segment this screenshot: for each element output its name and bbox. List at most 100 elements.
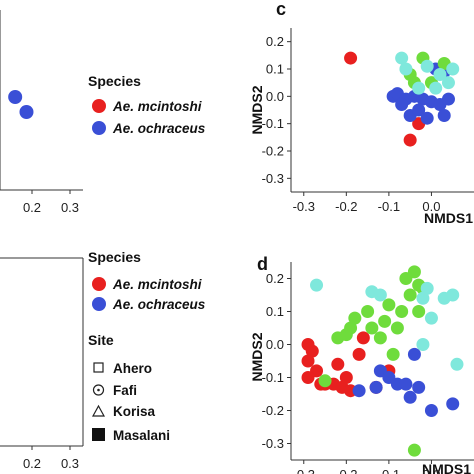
site-fafi-dot-icon — [97, 388, 100, 392]
data-point — [403, 390, 417, 404]
data-point — [382, 298, 396, 312]
data-point — [378, 314, 392, 328]
panel-d-ylabel: NMDS2 — [249, 332, 265, 381]
data-point — [420, 111, 434, 125]
y-tick-label: -0.2 — [262, 403, 284, 418]
data-point — [420, 59, 434, 73]
data-point — [318, 374, 332, 388]
x-tick-label: -0.3 — [293, 467, 315, 474]
x-tick-label: 0.0 — [422, 467, 440, 474]
legend-site-korisa: Korisa — [113, 404, 156, 419]
data-point — [407, 347, 421, 361]
data-point — [373, 331, 387, 345]
data-point — [301, 354, 315, 368]
data-point — [412, 305, 426, 318]
panel-d: d NMDS2 NMDS1 -0.3 -0.2 -0.1 0.0 0.2 0.1 0.0 -0… — [249, 254, 474, 474]
data-point — [386, 347, 400, 361]
data-point — [301, 371, 315, 384]
data-point — [339, 371, 353, 384]
data-point — [344, 51, 358, 65]
legend-top-item-mcintoshi: Ae. mcintoshi — [112, 99, 202, 114]
x-tick-label: -0.3 — [293, 199, 315, 214]
data-point — [352, 384, 366, 398]
x-tick-label: -0.2 — [335, 199, 357, 214]
y-tick-label: -0.1 — [262, 370, 284, 385]
panel-a: 0.2 0.3 — [0, 10, 83, 215]
data-point — [390, 321, 404, 335]
data-point — [356, 331, 370, 345]
legend-bottom-swatch-mcintoshi — [92, 277, 106, 291]
data-point — [429, 81, 443, 95]
panel-c-label: c — [276, 0, 286, 19]
data-point — [424, 404, 438, 417]
data-point — [446, 288, 460, 302]
data-point — [310, 278, 324, 292]
panel-c-ylabel: NMDS2 — [249, 85, 265, 134]
data-point — [305, 344, 319, 358]
legend-top-swatch-mcintoshi — [92, 99, 106, 113]
data-point — [399, 377, 413, 391]
legend-bottom-species-title: Species — [88, 249, 141, 265]
data-point — [19, 105, 34, 119]
data-point — [395, 305, 409, 318]
panel-b: 0.2 0.3 — [0, 257, 84, 471]
x-tick-label: 0.0 — [422, 199, 440, 214]
data-point — [344, 321, 358, 335]
site-ahero-icon — [93, 362, 104, 373]
data-point — [407, 443, 421, 457]
data-point — [424, 311, 438, 325]
data-point — [412, 81, 426, 95]
data-point — [416, 291, 430, 305]
site-masalani-icon — [92, 428, 105, 441]
data-point — [441, 76, 455, 90]
data-point — [446, 62, 460, 76]
x-tick-label: 0.2 — [23, 200, 41, 215]
y-tick-label: 0.2 — [266, 34, 284, 49]
legend-bottom-item-mcintoshi: Ae. mcintoshi — [112, 277, 202, 292]
data-point — [373, 288, 387, 302]
y-tick-label: 0.2 — [266, 271, 284, 286]
legend-top-title: Species — [88, 73, 141, 89]
data-point — [369, 380, 383, 394]
data-point — [412, 380, 426, 394]
legend-site-ahero: Ahero — [113, 361, 152, 376]
data-point — [437, 108, 451, 122]
legend-bottom: Species Ae. mcintoshi Ae. ochraceus Site… — [88, 249, 206, 443]
y-tick-label: 0.0 — [266, 89, 284, 104]
data-point — [348, 311, 362, 325]
y-tick-label: 0.1 — [266, 62, 284, 77]
panel-c-xlabel: NMDS1 — [424, 210, 473, 226]
x-tick-label: 0.3 — [61, 456, 79, 471]
data-point — [395, 51, 409, 65]
data-point — [399, 62, 413, 76]
x-tick-label: -0.1 — [378, 467, 400, 474]
legend-top-item-ochraceus: Ae. ochraceus — [112, 121, 206, 136]
data-point — [412, 103, 426, 117]
legend-bottom-item-ochraceus: Ae. ochraceus — [112, 297, 206, 312]
panel-d-xlabel: NMDS1 — [422, 461, 471, 474]
panel-d-label: d — [257, 254, 268, 274]
x-tick-label: 0.2 — [23, 456, 41, 471]
data-point — [395, 98, 409, 112]
x-tick-label: 0.3 — [61, 200, 79, 215]
data-point — [8, 90, 23, 104]
data-point — [433, 67, 447, 81]
data-point — [403, 133, 417, 147]
data-point — [365, 321, 379, 335]
data-point — [361, 305, 375, 318]
y-tick-label: 0.1 — [266, 304, 284, 319]
data-point — [450, 357, 464, 371]
data-point — [403, 288, 417, 302]
data-point — [420, 281, 434, 295]
legend-top: Species Ae. mcintoshi Ae. ochraceus — [88, 73, 206, 136]
y-tick-label: -0.3 — [262, 436, 284, 451]
legend-site-masalani: Masalani — [113, 428, 170, 443]
panel-c: c NMDS2 NMDS1 -0.3 -0.2 -0.1 0.0 0.2 0.1 0.0 -0… — [249, 0, 474, 226]
y-tick-label: -0.1 — [262, 116, 284, 131]
data-point — [441, 92, 455, 106]
site-korisa-icon — [91, 404, 106, 417]
data-point — [416, 338, 430, 351]
data-point — [407, 265, 421, 279]
y-tick-label: 0.0 — [266, 337, 284, 352]
